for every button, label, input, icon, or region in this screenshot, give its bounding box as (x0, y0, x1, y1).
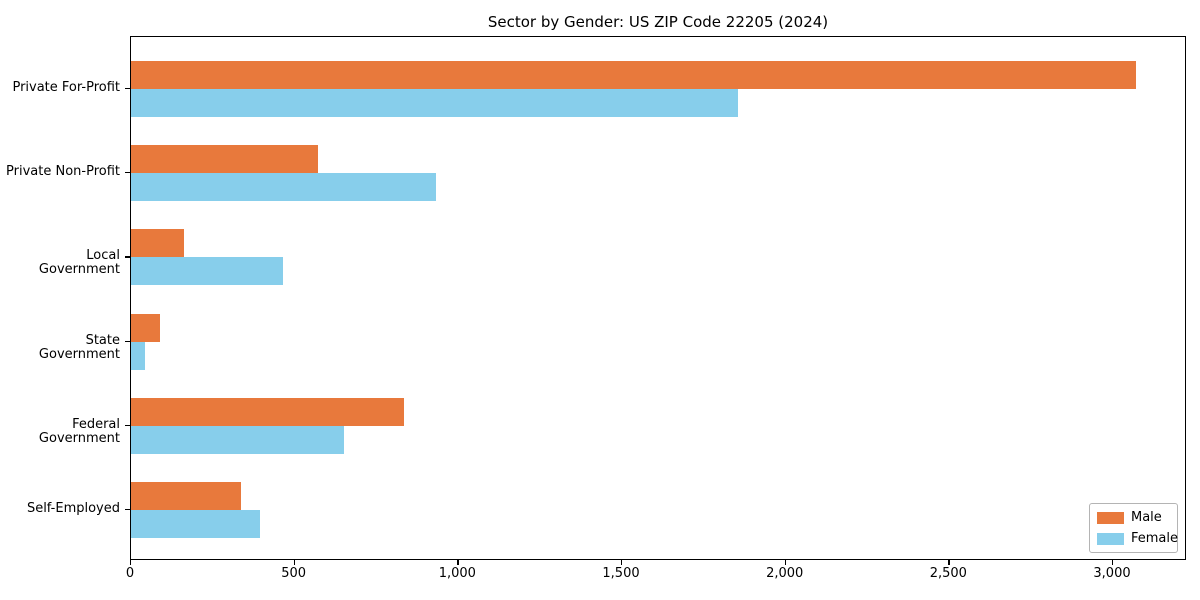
xtick-label-2000: 2,000 (766, 566, 804, 581)
legend-label-male: Male (1131, 510, 1162, 525)
ytick-label-private-non-profit: Private Non-Profit (6, 164, 120, 180)
xtick-label-500: 500 (281, 566, 307, 581)
xtick-label-0: 0 (125, 566, 135, 581)
legend-label-female: Female (1131, 531, 1179, 546)
ytick-label-local-government: Local Government (38, 248, 120, 278)
legend-entry-female: Female (1097, 531, 1178, 546)
legend: Male Female (1089, 503, 1178, 553)
bar-male-private-non-profit (131, 145, 319, 174)
ytick-mark-federal-government (125, 424, 130, 426)
xtick-mark-2000 (784, 560, 786, 565)
legend-entry-male: Male (1097, 510, 1169, 525)
bar-male-self-employed (131, 482, 241, 510)
chart-title: Sector by Gender: US ZIP Code 22205 (202… (487, 13, 829, 31)
bar-female-federal-government (131, 425, 344, 454)
bar-male-private-for-profit (131, 61, 1136, 89)
bar-male-local-government (131, 229, 185, 258)
plot-area (130, 36, 1186, 560)
ytick-label-state-government: State Government (38, 332, 120, 362)
ytick-label-self-employed: Self-Employed (26, 501, 120, 516)
xtick-mark-2500 (948, 560, 950, 565)
xtick-mark-500 (293, 560, 295, 565)
bar-female-self-employed (131, 510, 261, 538)
male-color-swatch (1097, 511, 1124, 524)
xtick-mark-3000 (1112, 560, 1114, 565)
xtick-mark-1500 (621, 560, 623, 565)
ytick-label-private-for-profit: Private For-Profit (12, 80, 120, 95)
ytick-mark-local-government (125, 256, 130, 258)
bar-female-private-for-profit (131, 89, 739, 117)
xtick-mark-1000 (457, 560, 459, 565)
bar-male-federal-government (131, 397, 404, 426)
bar-female-state-government (131, 341, 146, 370)
ytick-mark-self-employed (125, 509, 130, 511)
female-color-swatch (1097, 532, 1124, 545)
ytick-mark-private-non-profit (125, 172, 130, 174)
ytick-mark-state-government (125, 340, 130, 342)
xtick-label-2500: 2,500 (929, 566, 967, 581)
ytick-mark-private-for-profit (125, 88, 130, 90)
bar-male-state-government (131, 313, 161, 342)
bar-female-local-government (131, 257, 283, 286)
xtick-label-1500: 1,500 (602, 566, 640, 581)
xtick-label-1000: 1,000 (438, 566, 476, 581)
ytick-label-federal-government: Federal Government (38, 416, 120, 446)
xtick-mark-0 (130, 560, 132, 565)
bar-female-private-non-profit (131, 173, 437, 202)
xtick-label-3000: 3,000 (1093, 566, 1131, 581)
